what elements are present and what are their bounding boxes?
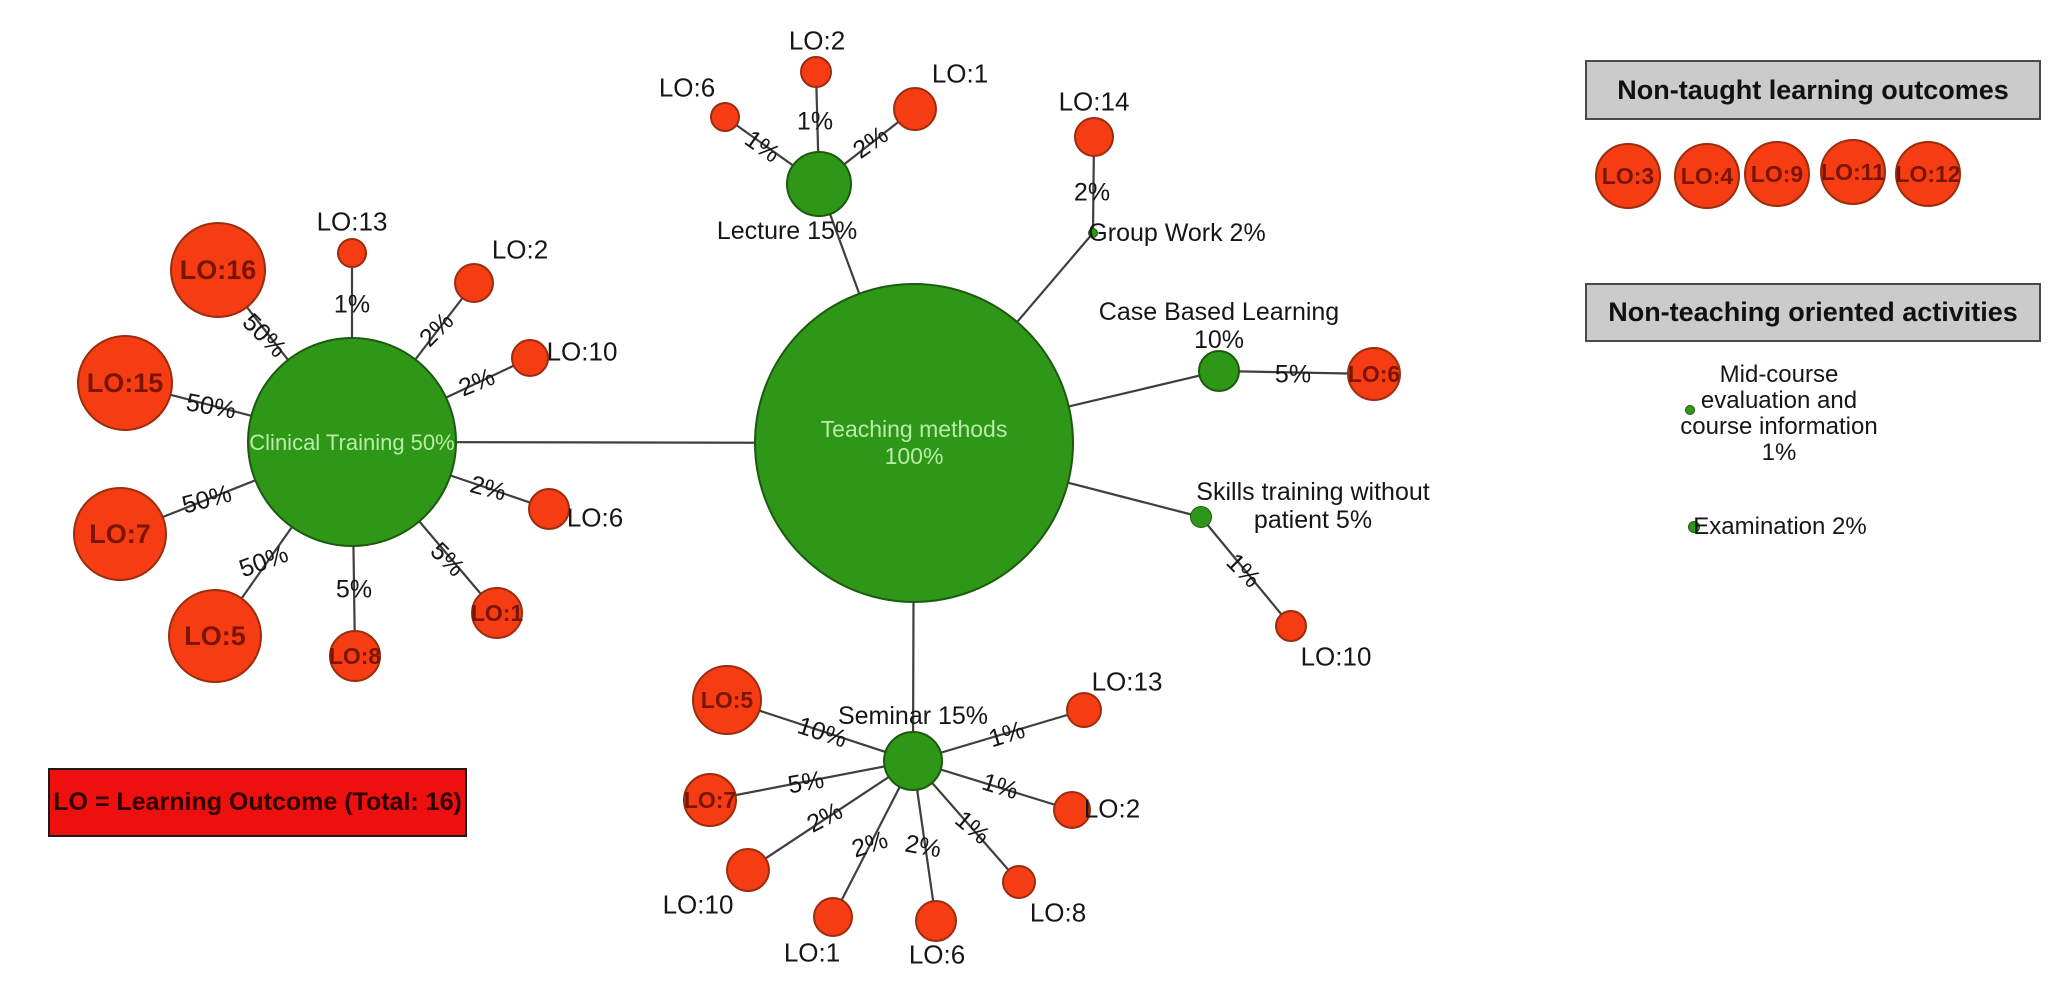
lo6-label-seminar: LO:6 xyxy=(908,939,966,970)
group-work-label: Group Work 2% xyxy=(1088,219,1266,247)
lo-label: LO:3 xyxy=(1601,162,1655,189)
lo6-node-seminar xyxy=(915,900,957,942)
lecture-label: Lecture 15% xyxy=(716,217,858,245)
skills-training-label-line2: patient 5% xyxy=(1253,506,1373,534)
skills-training-node xyxy=(1190,506,1212,528)
edge-skills-lo10 xyxy=(1200,516,1292,627)
lo4-node-nontaught: LO:4 xyxy=(1674,143,1740,209)
case-based-learning-node xyxy=(1198,350,1240,392)
skills-training-label-line1: Skills training without xyxy=(1196,478,1430,506)
clinical-training-label: Clinical Training 50% xyxy=(249,429,455,455)
edge-seminar-lo7 xyxy=(709,759,914,802)
mid-course-label-line1: Mid-course xyxy=(1719,361,1839,388)
lo7-node-seminar: LO:7 xyxy=(683,773,737,827)
skills-training-label: Skills training without patient 5% xyxy=(1196,478,1429,534)
lo-label: LO:6 xyxy=(1347,360,1401,387)
lo2-node-seminar xyxy=(1053,791,1091,829)
mid-course-label-line2: evaluation and xyxy=(1700,387,1858,414)
teaching-methods-percent: 100% xyxy=(884,443,944,469)
lo10-label-seminar: LO:10 xyxy=(662,889,734,920)
teaching-methods-label: Teaching methods xyxy=(820,416,1008,442)
seminar-label: Seminar 15% xyxy=(837,702,989,730)
lo13-node-clinical xyxy=(337,238,367,268)
pct-groupwork-lo14: 2% xyxy=(1073,178,1111,207)
seminar-node xyxy=(883,731,943,791)
case-based-learning-label-line1: Case Based Learning xyxy=(1098,298,1340,326)
lo6-node-clinical xyxy=(528,488,570,530)
lo8-node-seminar xyxy=(1002,865,1036,899)
lo16-node-clinical: LO:16 xyxy=(170,222,266,318)
lo6-label-lecture: LO:6 xyxy=(658,72,716,103)
case-based-learning-label-line2: 10% xyxy=(1193,326,1245,354)
lo-label: LO:16 xyxy=(179,254,257,285)
lo5-node-clinical: LO:5 xyxy=(168,589,262,683)
lo1-label-lecture: LO:1 xyxy=(931,58,989,89)
teaching-methods-node: Teaching methods 100% xyxy=(754,283,1074,603)
clinical-training-node: Clinical Training 50% xyxy=(247,337,457,547)
pct-seminar-lo6: 2% xyxy=(902,829,944,864)
pct-seminar-lo7: 5% xyxy=(785,765,827,800)
group-work-node xyxy=(1088,228,1098,238)
legend-box: LO = Learning Outcome (Total: 16) xyxy=(48,768,467,837)
lo14-node-groupwork xyxy=(1074,117,1114,157)
pct-clinical-lo13: 1% xyxy=(333,290,371,319)
lo-label: LO:7 xyxy=(89,518,151,549)
pct-clinical-lo8: 5% xyxy=(335,575,373,604)
lo10-label-clinical: LO:10 xyxy=(546,336,618,367)
lo1-node-lecture xyxy=(893,87,937,131)
lo2-label-lecture: LO:2 xyxy=(788,25,846,56)
lo-label: LO:11 xyxy=(1821,158,1885,185)
lo9-node-nontaught: LO:9 xyxy=(1744,141,1810,207)
lo-label: LO:1 xyxy=(470,599,524,626)
lo8-label-seminar: LO:8 xyxy=(1029,897,1087,928)
lo11-node-nontaught: LO:11 xyxy=(1820,139,1886,205)
lo2-label-seminar: LO:2 xyxy=(1083,793,1141,824)
lo6-node-casebased: LO:6 xyxy=(1347,347,1401,401)
lo-label: LO:7 xyxy=(683,786,737,813)
lo13-label-seminar: LO:13 xyxy=(1091,666,1163,697)
lo8-node-clinical: LO:8 xyxy=(329,630,381,682)
pct-lecture-lo2: 1% xyxy=(796,107,834,136)
lo6-label-clinical: LO:6 xyxy=(566,502,624,533)
examination-node xyxy=(1688,521,1700,533)
lo10-label-skills: LO:10 xyxy=(1300,641,1372,672)
lo-label: LO:5 xyxy=(184,620,246,651)
lo-label: LO:8 xyxy=(328,642,382,669)
examination-label: Examination 2% xyxy=(1693,513,1867,540)
lo13-node-seminar xyxy=(1066,692,1102,728)
case-based-learning-label: Case Based Learning 10% xyxy=(1099,298,1339,354)
lo-label: LO:12 xyxy=(1895,160,1961,187)
lo7-node-clinical: LO:7 xyxy=(73,487,167,581)
lo10-node-seminar xyxy=(726,848,770,892)
lo6-node-lecture xyxy=(710,102,740,132)
lo-label: LO:15 xyxy=(86,367,164,398)
lo-label: LO:9 xyxy=(1750,160,1804,187)
lo2-node-clinical xyxy=(454,263,494,303)
non-taught-header: Non-taught learning outcomes xyxy=(1585,60,2041,120)
lo-label: LO:5 xyxy=(700,686,754,713)
lo1-label-seminar: LO:1 xyxy=(783,937,841,968)
pct-casebased-lo6: 5% xyxy=(1274,360,1312,389)
lo5-node-seminar: LO:5 xyxy=(692,665,762,735)
lo15-node-clinical: LO:15 xyxy=(77,335,173,431)
lo13-label-clinical: LO:13 xyxy=(316,206,388,237)
mid-course-label-line3: course information xyxy=(1680,413,1878,440)
lo10-node-skills xyxy=(1275,610,1307,642)
lecture-node xyxy=(786,151,852,217)
lo3-node-nontaught: LO:3 xyxy=(1595,143,1661,209)
lo1-node-clinical: LO:1 xyxy=(471,587,523,639)
lo2-node-lecture xyxy=(800,56,832,88)
mid-course-label-line4: 1% xyxy=(1761,439,1797,466)
lo10-node-clinical xyxy=(511,339,549,377)
lo14-label-groupwork: LO:14 xyxy=(1058,86,1130,117)
mid-course-label: Mid-course evaluation and course informa… xyxy=(1680,362,1877,466)
mid-course-node xyxy=(1685,405,1695,415)
lo2-label-clinical: LO:2 xyxy=(491,234,549,265)
non-teaching-header: Non-teaching oriented activities xyxy=(1585,283,2041,342)
lo-label: LO:4 xyxy=(1680,162,1734,189)
lo12-node-nontaught: LO:12 xyxy=(1895,141,1961,207)
lo1-node-seminar xyxy=(813,897,853,937)
edge-seminar-lo10 xyxy=(747,760,914,871)
